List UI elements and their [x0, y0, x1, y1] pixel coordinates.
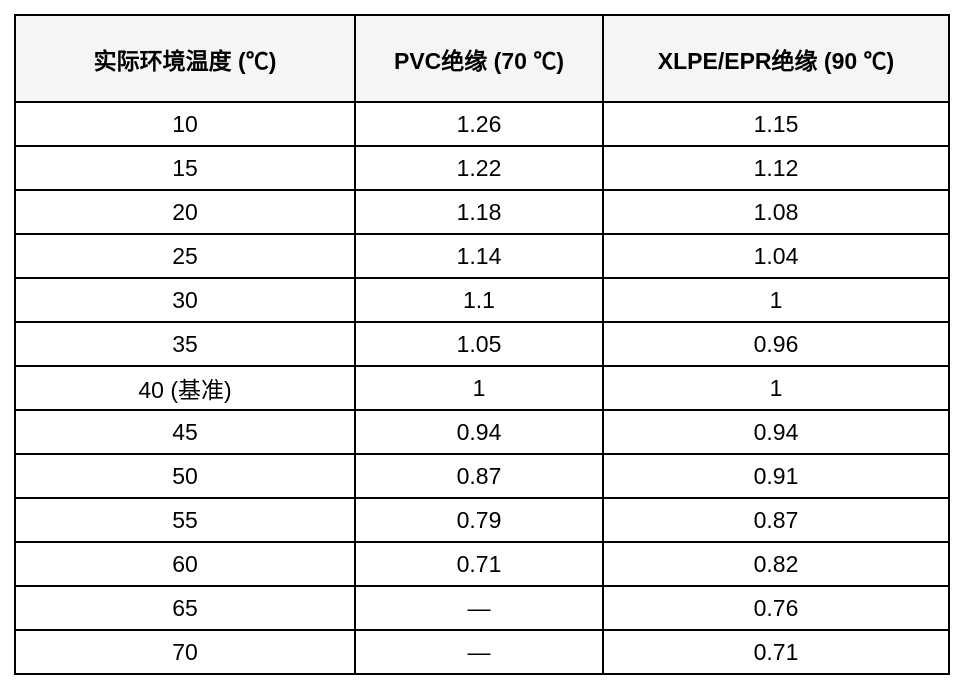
table-header: 实际环境温度 (℃) PVC绝缘 (70 ℃) XLPE/EPR绝缘 (90 ℃…: [14, 14, 950, 103]
cell-xlpe-factor: 1: [602, 277, 950, 323]
header-row: 实际环境温度 (℃) PVC绝缘 (70 ℃) XLPE/EPR绝缘 (90 ℃…: [14, 14, 950, 103]
cell-temperature: 20: [14, 189, 356, 235]
cell-xlpe-factor: 0.87: [602, 497, 950, 543]
cell-xlpe-factor: 1.08: [602, 189, 950, 235]
table-row: 15 1.22 1.12: [14, 145, 950, 191]
cell-xlpe-factor: 0.94: [602, 409, 950, 455]
cell-temperature: 10: [14, 101, 356, 147]
cell-temperature: 60: [14, 541, 356, 587]
cell-xlpe-factor: 1: [602, 365, 950, 411]
cell-xlpe-factor: 1.15: [602, 101, 950, 147]
cell-pvc-factor: 1: [354, 365, 604, 411]
cell-xlpe-factor: 0.82: [602, 541, 950, 587]
table-body: 10 1.26 1.15 15 1.22 1.12 20 1.18 1.08 2…: [14, 101, 950, 675]
cell-pvc-factor: 1.22: [354, 145, 604, 191]
cell-temperature: 35: [14, 321, 356, 367]
table-row: 50 0.87 0.91: [14, 453, 950, 499]
table-row: 60 0.71 0.82: [14, 541, 950, 587]
cell-temperature: 45: [14, 409, 356, 455]
cell-pvc-factor: 1.1: [354, 277, 604, 323]
cell-pvc-factor: 0.87: [354, 453, 604, 499]
column-header-ambient-temperature: 实际环境温度 (℃): [14, 14, 356, 103]
cell-temperature: 25: [14, 233, 356, 279]
cell-temperature: 15: [14, 145, 356, 191]
cell-pvc-factor: 0.94: [354, 409, 604, 455]
table-row: 10 1.26 1.15: [14, 101, 950, 147]
cell-xlpe-factor: 1.04: [602, 233, 950, 279]
cell-temperature: 55: [14, 497, 356, 543]
table-row: 65 — 0.76: [14, 585, 950, 631]
cell-pvc-factor: 1.26: [354, 101, 604, 147]
table-row: 45 0.94 0.94: [14, 409, 950, 455]
cell-xlpe-factor: 0.91: [602, 453, 950, 499]
cell-temperature: 50: [14, 453, 356, 499]
table-row: 55 0.79 0.87: [14, 497, 950, 543]
table-row: 35 1.05 0.96: [14, 321, 950, 367]
cell-xlpe-factor: 1.12: [602, 145, 950, 191]
cell-temperature: 70: [14, 629, 356, 675]
cell-temperature: 65: [14, 585, 356, 631]
table-row: 30 1.1 1: [14, 277, 950, 323]
cell-pvc-factor: 1.18: [354, 189, 604, 235]
cell-pvc-factor: 0.71: [354, 541, 604, 587]
table-row: 25 1.14 1.04: [14, 233, 950, 279]
cell-xlpe-factor: 0.96: [602, 321, 950, 367]
cell-pvc-factor: 1.05: [354, 321, 604, 367]
cell-pvc-factor: 1.14: [354, 233, 604, 279]
cell-xlpe-factor: 0.71: [602, 629, 950, 675]
temperature-correction-table: 实际环境温度 (℃) PVC绝缘 (70 ℃) XLPE/EPR绝缘 (90 ℃…: [14, 14, 950, 675]
cell-pvc-factor: —: [354, 585, 604, 631]
column-header-pvc-insulation: PVC绝缘 (70 ℃): [354, 14, 604, 103]
table-row: 70 — 0.71: [14, 629, 950, 675]
column-header-xlpe-epr-insulation: XLPE/EPR绝缘 (90 ℃): [602, 14, 950, 103]
cell-pvc-factor: 0.79: [354, 497, 604, 543]
cell-pvc-factor: —: [354, 629, 604, 675]
cell-temperature: 40 (基准): [14, 365, 356, 411]
table-row-baseline: 40 (基准) 1 1: [14, 365, 950, 411]
cell-xlpe-factor: 0.76: [602, 585, 950, 631]
cell-temperature: 30: [14, 277, 356, 323]
table-row: 20 1.18 1.08: [14, 189, 950, 235]
